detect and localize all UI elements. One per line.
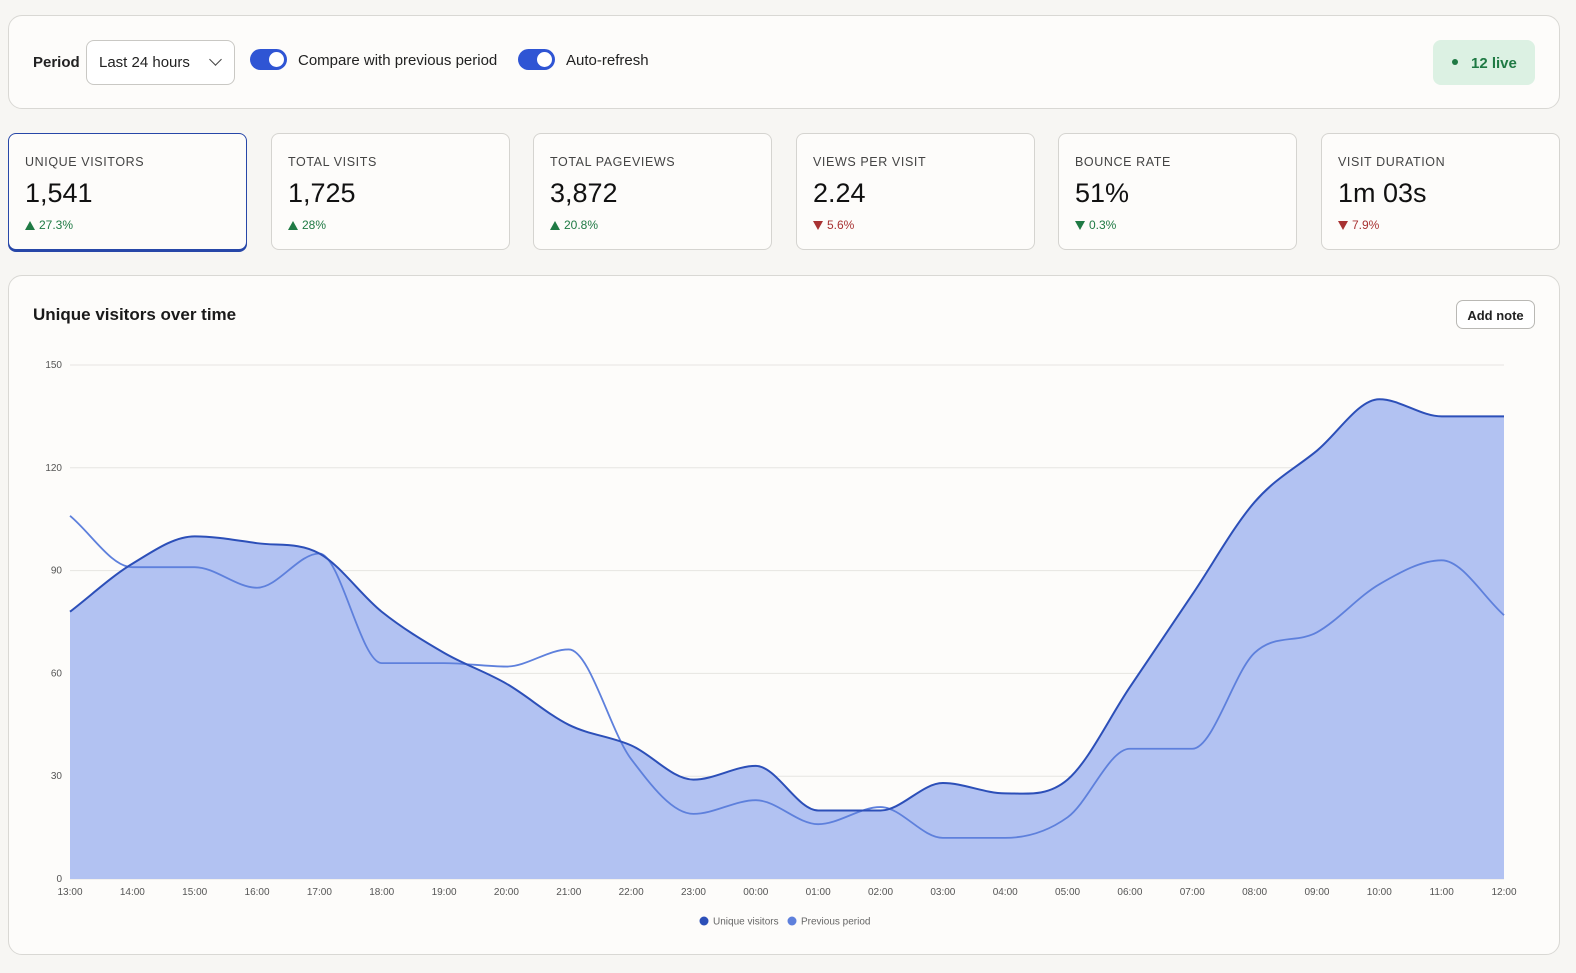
x-tick-label: 12:00 <box>1491 887 1516 898</box>
y-tick-label: 60 <box>51 668 63 679</box>
y-tick-label: 30 <box>51 771 63 782</box>
stat-label: TOTAL VISITS <box>288 155 377 169</box>
stat-value: 1,541 <box>25 178 93 208</box>
x-tick-label: 02:00 <box>868 887 893 898</box>
x-tick-label: 03:00 <box>930 887 955 898</box>
arrow-down-icon <box>1075 221 1085 230</box>
stat-label: VIEWS PER VISIT <box>813 155 927 169</box>
arrow-down-icon <box>813 221 823 230</box>
stat-change: 27.3% <box>25 218 73 232</box>
stat-change: 28% <box>288 218 326 232</box>
y-tick-label: 0 <box>56 874 62 885</box>
x-tick-label: 01:00 <box>806 887 831 898</box>
y-tick-label: 90 <box>51 566 63 577</box>
stat-value: 1,725 <box>288 178 356 208</box>
x-tick-label: 13:00 <box>57 887 82 898</box>
add-note-button[interactable]: Add note <box>1456 300 1535 329</box>
x-tick-label: 09:00 <box>1304 887 1329 898</box>
stat-change-value: 27.3% <box>39 218 74 232</box>
chart-title: Unique visitors over time <box>33 305 237 324</box>
legend-dot-previous-period <box>787 916 797 926</box>
live-dot-icon <box>1452 59 1458 65</box>
x-tick-label: 05:00 <box>1055 887 1080 898</box>
stat-change: 7.9% <box>1338 218 1379 232</box>
stat-card-unique-visitors[interactable]: UNIQUE VISITORS 1,541 27.3% <box>8 133 247 250</box>
stat-value: 2.24 <box>813 178 866 208</box>
legend-label-unique-visitors: Unique visitors <box>713 917 779 928</box>
period-select[interactable]: Last 24 hours <box>86 40 235 85</box>
stat-change-value: 20.8% <box>564 218 599 232</box>
arrow-up-icon <box>25 221 35 230</box>
stat-card-bounce-rate[interactable]: BOUNCE RATE 51% 0.3% <box>1058 133 1297 250</box>
live-badge: 12 live <box>1433 40 1535 85</box>
chevron-down-icon <box>209 53 222 66</box>
arrow-up-icon <box>550 221 560 230</box>
stat-card-visit-duration[interactable]: VISIT DURATION 1m 03s 7.9% <box>1321 133 1560 250</box>
x-tick-label: 21:00 <box>556 887 581 898</box>
x-tick-label: 06:00 <box>1117 887 1142 898</box>
legend-label-previous-period: Previous period <box>801 917 870 928</box>
stat-value: 3,872 <box>550 178 618 208</box>
x-tick-label: 16:00 <box>245 887 270 898</box>
series-area-unique-visitors <box>70 399 1504 879</box>
stat-change: 5.6% <box>813 218 854 232</box>
stat-change-value: 28% <box>302 218 327 232</box>
x-tick-label: 11:00 <box>1430 887 1455 898</box>
y-tick-label: 150 <box>45 360 62 371</box>
legend-dot-unique-visitors <box>699 916 709 926</box>
period-select-value: Last 24 hours <box>99 54 190 71</box>
x-tick-label: 04:00 <box>993 887 1018 898</box>
chart-panel: 0 30 60 90 120 150 13:00 14:00 15:00 16:00 17:00 18… <box>8 275 1560 955</box>
stat-change-value: 7.9% <box>1352 218 1380 232</box>
stat-change-value: 5.6% <box>827 218 855 232</box>
compare-label: Compare with previous period <box>298 52 498 69</box>
stat-change-value: 0.3% <box>1089 218 1117 232</box>
stat-card-views-per-visit[interactable]: VIEWS PER VISIT 2.24 5.6% <box>796 133 1035 250</box>
x-tick-label: 14:00 <box>120 887 145 898</box>
stat-label: TOTAL PAGEVIEWS <box>550 155 676 169</box>
series-line-unique-visitors <box>69 398 1504 812</box>
toggle-knob <box>537 52 552 67</box>
toggle-knob <box>269 52 284 67</box>
arrow-down-icon <box>1338 221 1348 230</box>
x-tick-label: 00:00 <box>743 887 768 898</box>
compare-toggle[interactable] <box>250 49 287 70</box>
x-tick-label: 20:00 <box>494 887 519 898</box>
stat-label: VISIT DURATION <box>1338 155 1446 169</box>
stat-change: 0.3% <box>1075 218 1116 232</box>
x-tick-label: 10:00 <box>1367 887 1392 898</box>
period-label: Period <box>33 54 80 71</box>
x-tick-label: 07:00 <box>1180 887 1205 898</box>
autorefresh-toggle[interactable] <box>518 49 555 70</box>
stat-card-total-pageviews[interactable]: TOTAL PAGEVIEWS 3,872 20.8% <box>533 133 772 250</box>
stat-value: 1m 03s <box>1338 178 1427 208</box>
filter-bar: Period Last 24 hours Compare with previo… <box>8 15 1560 109</box>
x-tick-label: 19:00 <box>432 887 457 898</box>
stat-label: BOUNCE RATE <box>1075 155 1171 169</box>
x-tick-label: 08:00 <box>1242 887 1267 898</box>
x-tick-label: 17:00 <box>307 887 332 898</box>
x-tick-label: 18:00 <box>369 887 394 898</box>
stat-change: 20.8% <box>550 218 598 232</box>
autorefresh-label: Auto-refresh <box>566 52 649 69</box>
live-count: 12 live <box>1471 55 1517 72</box>
stat-card-total-visits[interactable]: TOTAL VISITS 1,725 28% <box>271 133 510 250</box>
y-tick-label: 120 <box>45 463 62 474</box>
x-tick-label: 15:00 <box>182 887 207 898</box>
x-tick-label: 23:00 <box>681 887 706 898</box>
arrow-up-icon <box>288 221 298 230</box>
stat-value: 51% <box>1075 178 1130 208</box>
x-tick-label: 22:00 <box>619 887 644 898</box>
stat-label: UNIQUE VISITORS <box>25 155 145 169</box>
visitors-chart: 0 30 60 90 120 150 13:00 14:00 15:00 16:00 17:00 18… <box>45 360 1517 928</box>
